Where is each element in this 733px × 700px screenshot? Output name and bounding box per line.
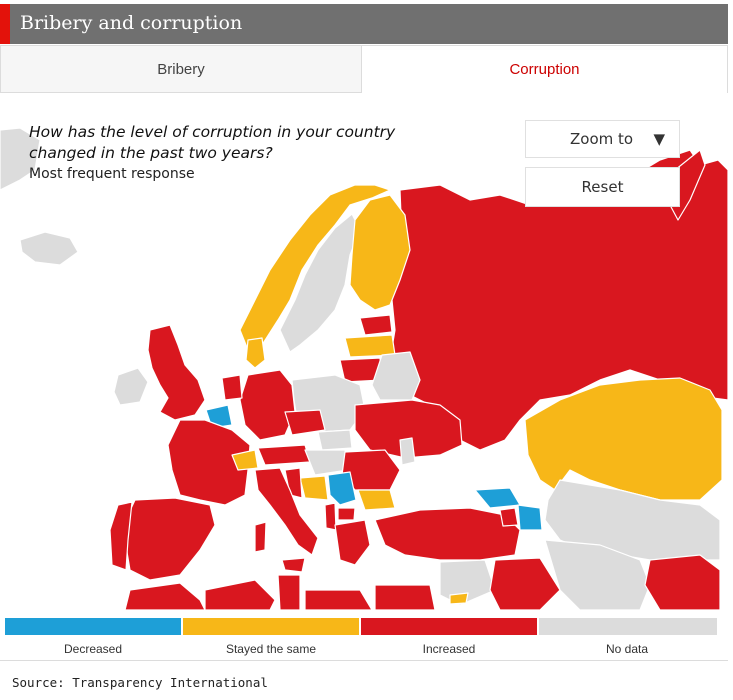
country-germany[interactable] (239, 369, 296, 441)
country-algeria[interactable] (204, 579, 276, 610)
country-tunisia[interactable] (277, 574, 301, 610)
map-canvas (0, 127, 728, 610)
legend-label-increased: Increased (422, 642, 476, 656)
legend-swatch-increased (361, 618, 537, 635)
country-azerbaijan[interactable] (517, 504, 543, 531)
country-morocco[interactable] (124, 582, 206, 610)
country-syria[interactable] (439, 559, 496, 606)
country-turkey[interactable] (374, 507, 521, 561)
country-bosnia[interactable] (299, 475, 329, 501)
chart-header: Bribery and corruption (0, 4, 728, 44)
header-accent-bar (0, 4, 10, 44)
legend-swatch-nodata (539, 618, 717, 635)
country-georgia[interactable] (474, 487, 521, 509)
country-ireland[interactable] (113, 367, 149, 406)
tab-corruption[interactable]: Corruption (362, 45, 728, 93)
country-italy[interactable] (254, 467, 319, 556)
map-question: How has the level of corruption in your … (29, 123, 396, 162)
country-switzerland[interactable] (231, 449, 259, 471)
country-denmark[interactable] (245, 337, 266, 369)
legend-label-nodata: No data (605, 642, 649, 656)
country-spain[interactable] (124, 497, 216, 581)
country-greece[interactable] (334, 519, 371, 566)
legend-swatch-decreased (5, 618, 181, 635)
country-portugal[interactable] (109, 501, 133, 571)
country-finland[interactable] (349, 194, 411, 311)
legend: Decreased Stayed the same Increased No d… (5, 618, 720, 658)
country-serbia[interactable] (327, 471, 357, 506)
country-slovakia[interactable] (317, 429, 353, 451)
footer-divider (0, 660, 728, 661)
legend-label-same: Stayed the same (225, 642, 317, 656)
tab-bar: Bribery Corruption (0, 45, 728, 94)
country-uk[interactable] (147, 324, 206, 421)
chart-title: Bribery and corruption (20, 12, 243, 34)
country-afghanistan[interactable] (644, 554, 721, 610)
country-greenland[interactable] (0, 127, 41, 191)
source-note: Source: Transparency International (12, 675, 268, 690)
country-iraq[interactable] (489, 557, 561, 610)
country-libya[interactable] (304, 589, 373, 610)
country-sardinia[interactable] (254, 521, 267, 553)
legend-swatch-same (183, 618, 359, 635)
zoom-to-label: Zoom to (570, 130, 634, 148)
tab-bribery[interactable]: Bribery (0, 45, 362, 93)
reset-button[interactable]: Reset (525, 167, 680, 207)
country-macedonia[interactable] (337, 507, 356, 521)
country-czech[interactable] (284, 409, 326, 436)
country-norway[interactable] (239, 184, 391, 351)
dropdown-triangle-icon: ▼ (653, 130, 665, 148)
country-iran[interactable] (544, 539, 651, 610)
country-iceland[interactable] (19, 231, 79, 266)
map-subtitle: Most frequent response (29, 166, 195, 182)
legend-label-decreased: Decreased (63, 642, 123, 656)
country-estonia[interactable] (359, 314, 393, 336)
country-netherlands[interactable] (221, 374, 243, 401)
country-cyprus[interactable] (449, 592, 469, 605)
country-bulgaria[interactable] (357, 489, 396, 511)
country-austria[interactable] (257, 444, 311, 466)
country-kazakhstan[interactable] (524, 377, 723, 501)
country-hungary[interactable] (304, 449, 349, 476)
zoom-to-dropdown[interactable]: Zoom to ▼ (525, 120, 680, 158)
country-moldova[interactable] (399, 437, 416, 466)
country-albania[interactable] (324, 502, 337, 531)
country-sicily[interactable] (281, 557, 306, 573)
country-france[interactable] (167, 419, 251, 506)
country-armenia[interactable] (499, 507, 519, 527)
country-ukraine[interactable] (354, 399, 463, 459)
country-latvia[interactable] (344, 334, 396, 358)
country-egypt[interactable] (374, 584, 436, 610)
